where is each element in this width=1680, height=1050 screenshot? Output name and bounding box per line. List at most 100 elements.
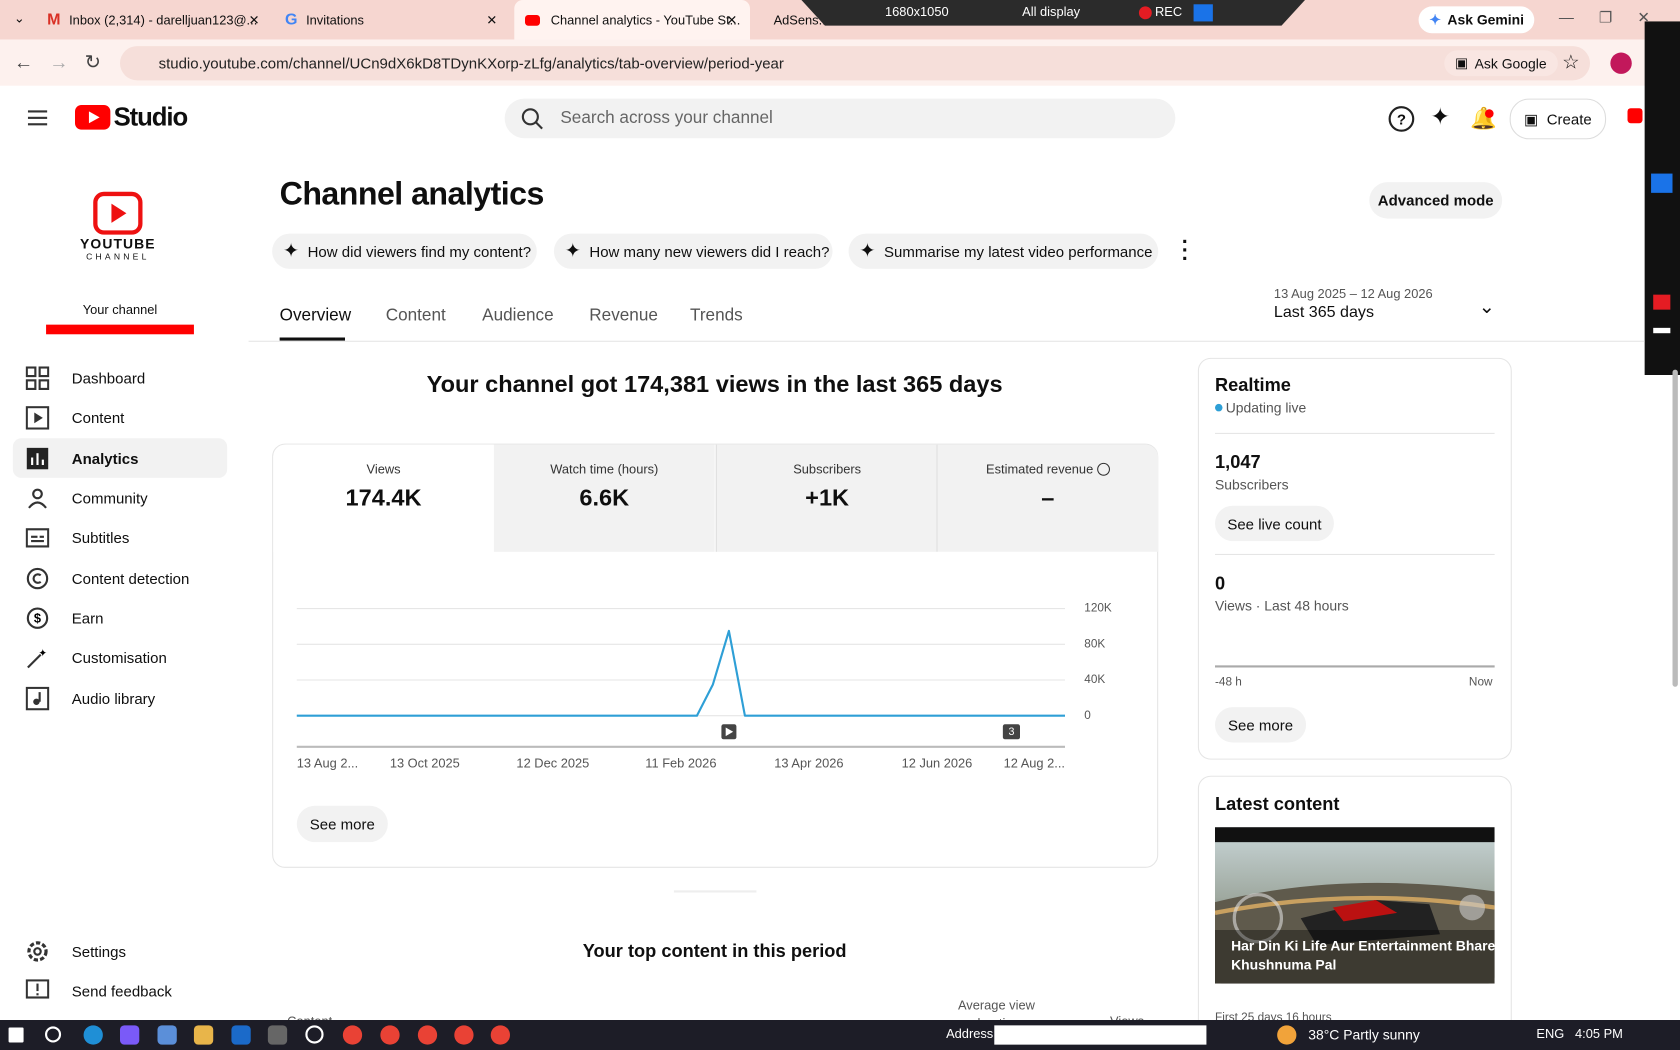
address-label: Address xyxy=(946,1026,994,1042)
app-icon[interactable] xyxy=(305,1025,324,1044)
redaction xyxy=(46,324,194,335)
see-more[interactable]: See more xyxy=(1215,707,1307,743)
window-controls[interactable]: — ❐ ✕ xyxy=(1558,8,1650,26)
search[interactable] xyxy=(45,1026,62,1043)
x-tick-label: 12 Aug 2... xyxy=(1004,755,1065,770)
more-menu[interactable]: · · · xyxy=(1181,230,1189,272)
status: Updating live xyxy=(1225,399,1307,416)
app-icon[interactable] xyxy=(157,1025,177,1045)
tab[interactable]: G Invitations ✕ xyxy=(276,0,505,40)
search-box[interactable] xyxy=(504,98,1176,139)
yt-logo xyxy=(75,105,111,130)
label: Ask Gemini xyxy=(1447,11,1525,28)
tab[interactable]: Audience xyxy=(482,306,554,325)
svg-text:$: $ xyxy=(34,610,41,625)
recorder-display[interactable]: All display xyxy=(1022,4,1081,20)
metric-card-selected[interactable]: Views 174.4K xyxy=(273,444,494,552)
chrome[interactable] xyxy=(342,1025,363,1045)
omnibox[interactable] xyxy=(120,46,1591,81)
period[interactable]: Last 365 days xyxy=(1273,303,1375,322)
svg-text:✦: ✦ xyxy=(38,647,47,659)
profile[interactable] xyxy=(1610,52,1632,74)
metric-value: +1K xyxy=(805,484,850,512)
chrome[interactable] xyxy=(490,1025,511,1045)
language[interactable]: ENG xyxy=(1536,1026,1565,1042)
create-button[interactable]: ▣ Create xyxy=(1509,98,1607,140)
nav-buttons[interactable]: ← → ↻ xyxy=(13,51,101,73)
menu-icon[interactable] xyxy=(27,108,49,127)
video-thumbnail[interactable] xyxy=(1215,827,1495,984)
app-icon[interactable] xyxy=(120,1025,140,1045)
date-range[interactable]: 13 Aug 2025 – 12 Aug 2026 xyxy=(1273,286,1433,302)
tab[interactable]: M Inbox (2,314) - darelljuan123@... ✕ xyxy=(39,0,268,40)
see-more[interactable]: See more xyxy=(296,805,388,843)
app-icon[interactable] xyxy=(83,1025,103,1045)
metric-value: 174.4K xyxy=(345,484,422,512)
period-dropdown[interactable]: ⌄ xyxy=(1478,295,1495,318)
url[interactable]: studio.youtube.com/channel/UCn9dX6kD8TDy… xyxy=(158,54,784,72)
bookmark[interactable]: ☆ xyxy=(1562,51,1580,73)
advanced-mode[interactable]: Advanced mode xyxy=(1369,182,1503,219)
video-title[interactable]: Har Din Ki Life Aur Entertainment Bhare … xyxy=(1231,937,1496,973)
suggestion-chip[interactable]: ✦ How many new viewers did I reach? xyxy=(553,233,833,269)
metric-card[interactable]: Subscribers +1K xyxy=(715,444,938,552)
channel-avatar[interactable]: YOUTUBE CHANNEL xyxy=(62,184,173,274)
annotation-label: 3 xyxy=(1008,726,1014,738)
metric-card[interactable]: Estimated revenue – xyxy=(936,444,1159,552)
nav-item[interactable]: Content detection xyxy=(13,558,227,598)
tab[interactable]: Revenue xyxy=(589,306,658,325)
scrollbar[interactable] xyxy=(1672,369,1678,687)
weather[interactable]: 38°C Partly sunny xyxy=(1308,1026,1420,1042)
tab-overview[interactable]: Overview xyxy=(279,306,352,325)
nav-item[interactable]: Send feedback xyxy=(13,971,227,1011)
tab-menu[interactable]: ⌄ xyxy=(13,10,25,26)
suggestion-chip[interactable]: ✦ Summarise my latest video performance xyxy=(848,233,1159,269)
nav-item[interactable]: Community xyxy=(13,478,227,518)
tab-close[interactable]: ✕ xyxy=(486,12,498,28)
address-field[interactable] xyxy=(994,1025,1207,1045)
ask-gemini[interactable]: ✦ Ask Gemini xyxy=(1418,6,1535,34)
ask-google[interactable]: ▣ Ask Google xyxy=(1444,50,1558,77)
tab[interactable]: Content xyxy=(385,306,446,325)
suggestion-chip[interactable]: ✦ How did viewers find my content? xyxy=(272,233,537,269)
tab-close[interactable]: ✕ xyxy=(248,12,260,28)
divider xyxy=(1215,432,1495,434)
section-title: Your top content in this period xyxy=(582,940,847,962)
annotation-tools[interactable] xyxy=(1644,21,1680,376)
nav-item[interactable]: Audio library xyxy=(13,678,227,718)
help-icon[interactable]: ? xyxy=(1388,106,1415,132)
nav-item[interactable]: Content xyxy=(13,398,227,438)
tab-active[interactable]: Channel analytics - YouTube St... ✕ xyxy=(514,0,751,40)
gemini-icon[interactable]: ✦ xyxy=(1430,102,1451,130)
app-icon[interactable] xyxy=(267,1025,288,1045)
nav-item[interactable]: Subtitles xyxy=(13,518,227,558)
search-placeholder[interactable]: Search across your channel xyxy=(560,109,773,128)
app-icon[interactable] xyxy=(231,1025,251,1045)
chrome[interactable] xyxy=(454,1025,474,1045)
label: Dashboard xyxy=(71,369,146,387)
nav-item[interactable]: Dashboard xyxy=(13,358,227,398)
tab-close[interactable]: ✕ xyxy=(726,12,738,28)
app-icon[interactable] xyxy=(193,1025,214,1045)
tab[interactable]: AdSens... xyxy=(756,0,830,40)
label: Ask Google xyxy=(1474,55,1547,72)
notifications[interactable]: 🔔 xyxy=(1470,107,1497,131)
metric-label: Watch time (hours) xyxy=(550,461,659,477)
nav-item[interactable]: Settings xyxy=(13,931,227,971)
x-tick-label: 12 Dec 2025 xyxy=(516,755,589,770)
views-line xyxy=(296,629,1066,717)
see-live-count[interactable]: See live count xyxy=(1215,505,1334,542)
avatar[interactable] xyxy=(1627,108,1643,124)
recorder-rec[interactable]: REC xyxy=(1155,4,1183,20)
your-channel: Your channel xyxy=(82,302,158,318)
metric-card[interactable]: Watch time (hours) 6.6K xyxy=(493,444,715,552)
tab[interactable]: Trends xyxy=(690,306,743,325)
logo-mark xyxy=(93,191,143,235)
nav-item[interactable]: $ Earn xyxy=(13,598,227,638)
chrome[interactable] xyxy=(380,1025,400,1045)
clock[interactable]: 4:05 PM xyxy=(1575,1026,1623,1042)
chrome[interactable] xyxy=(417,1025,438,1045)
start[interactable] xyxy=(8,1027,24,1043)
nav-item-active[interactable]: Analytics xyxy=(12,438,228,478)
nav-item[interactable]: ✦ Customisation xyxy=(13,638,227,678)
